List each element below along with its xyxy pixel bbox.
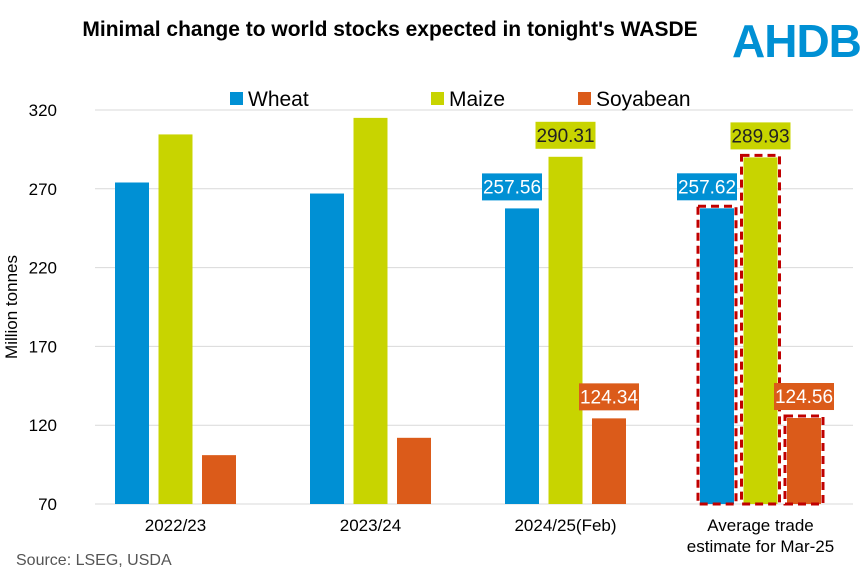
bar-wheat xyxy=(700,208,734,504)
x-tick-label: Average trade xyxy=(707,516,813,535)
y-tick-label: 220 xyxy=(29,259,57,278)
bar-wheat xyxy=(505,208,539,504)
highlight-outline xyxy=(740,153,781,506)
legend-swatch-wheat xyxy=(230,92,243,105)
y-tick-label: 170 xyxy=(29,337,57,356)
x-tick-label: 2023/24 xyxy=(340,516,401,535)
bar-maize xyxy=(353,117,388,504)
y-tick-label: 270 xyxy=(29,180,57,199)
bar-maize xyxy=(158,134,193,505)
y-tick-label: 120 xyxy=(29,416,57,435)
data-label-box xyxy=(774,383,834,411)
legend-swatch-maize xyxy=(431,92,444,105)
data-label-box xyxy=(579,383,639,411)
legend-label-maize: Maize xyxy=(449,88,505,111)
data-label-box xyxy=(535,121,596,149)
y-axis-label: Million tonnes xyxy=(2,255,21,359)
data-label-box xyxy=(677,173,737,201)
data-label-box xyxy=(482,173,542,201)
bar-wheat xyxy=(115,182,149,504)
legend-swatch-soyabean xyxy=(578,92,591,105)
chart-title: Minimal change to world stocks expected … xyxy=(82,18,698,41)
data-label: 257.56 xyxy=(483,177,541,198)
highlight-outline xyxy=(783,414,825,506)
bar-soyabean xyxy=(787,418,821,504)
data-label: 124.56 xyxy=(775,387,833,408)
data-label: 290.31 xyxy=(536,126,594,147)
data-label: 257.62 xyxy=(678,177,736,198)
data-label-box xyxy=(730,122,791,150)
data-label: 124.34 xyxy=(580,387,639,408)
y-tick-label: 320 xyxy=(29,101,57,120)
bar-maize xyxy=(548,156,583,504)
bar-soyabean xyxy=(592,418,626,504)
data-label: 289.93 xyxy=(731,126,789,147)
y-tick-label: 70 xyxy=(38,495,57,514)
x-tick-label: 2024/25(Feb) xyxy=(514,516,616,535)
ahdb-logo: AHDB xyxy=(732,15,862,67)
bar-soyabean xyxy=(397,437,431,504)
x-tick-label: estimate for Mar-25 xyxy=(687,537,834,556)
bar-maize xyxy=(743,157,778,504)
legend-label-wheat: Wheat xyxy=(248,88,309,111)
bar-soyabean xyxy=(202,455,236,504)
bar-wheat xyxy=(310,193,344,504)
source-note: Source: LSEG, USDA xyxy=(16,552,172,569)
x-tick-label: 2022/23 xyxy=(145,516,206,535)
highlight-outline xyxy=(696,204,738,506)
legend-label-soyabean: Soyabean xyxy=(596,88,691,111)
